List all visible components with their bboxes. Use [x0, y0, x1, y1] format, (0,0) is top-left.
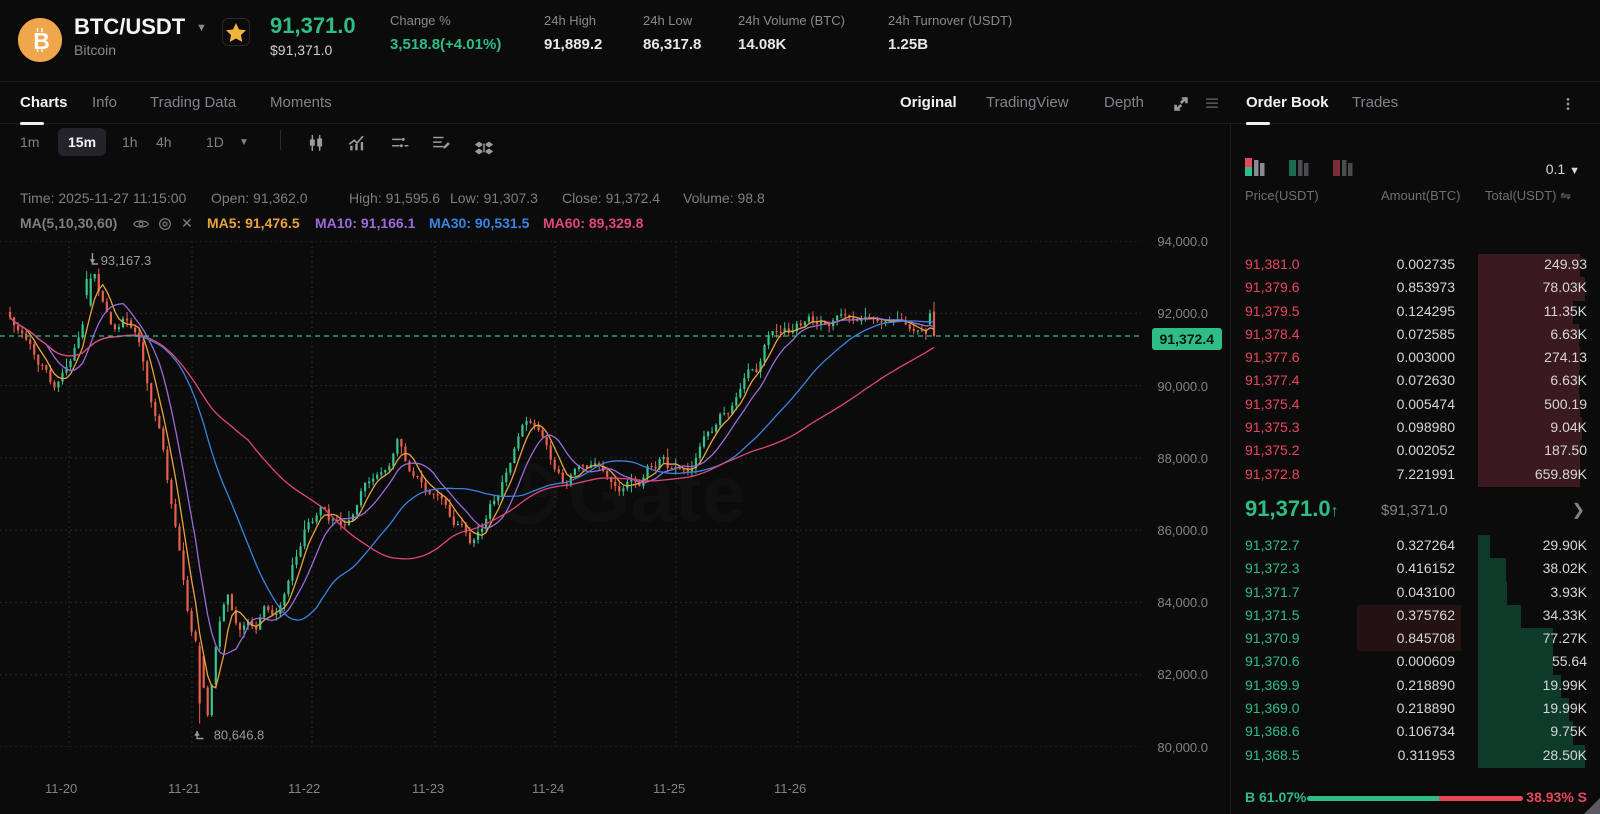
svg-text:93,167.3: 93,167.3 — [101, 253, 152, 268]
svg-text:80,646.8: 80,646.8 — [214, 728, 265, 743]
